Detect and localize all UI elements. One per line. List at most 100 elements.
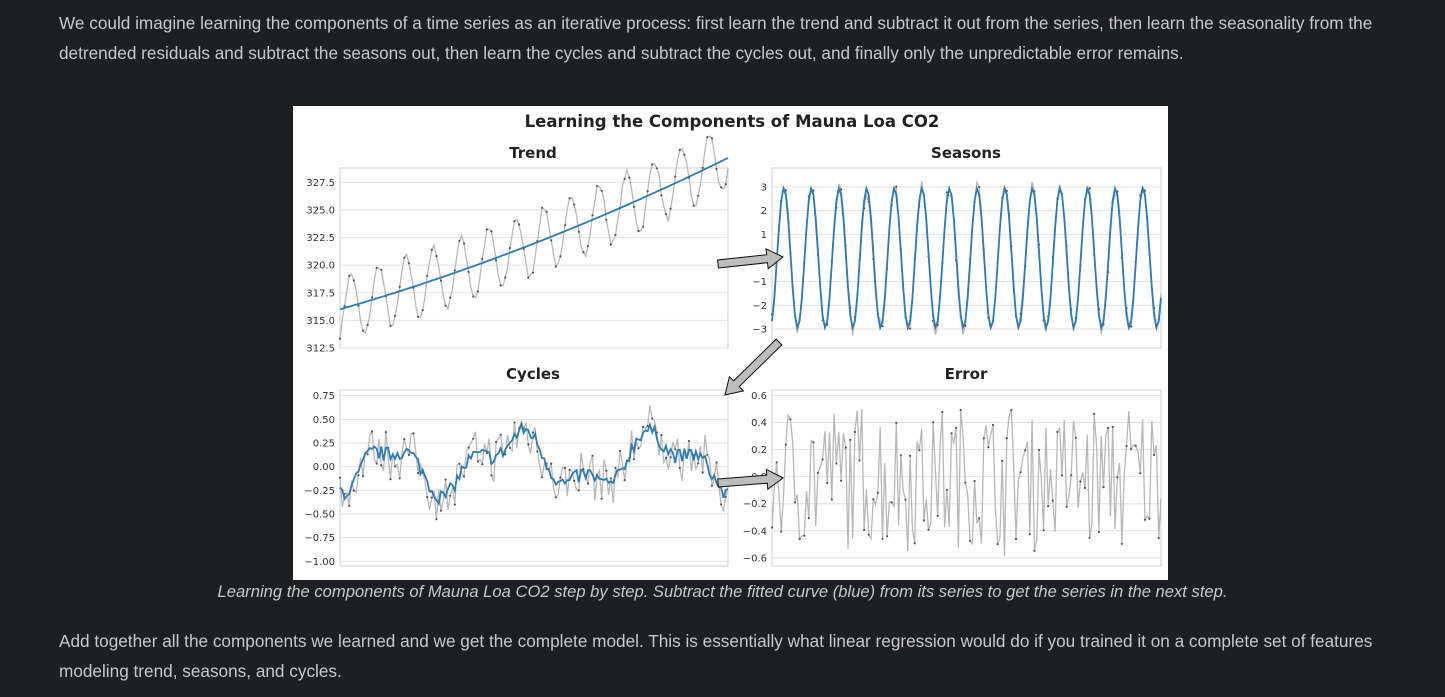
y-tick-label: 0.25 [313,438,335,449]
series-point [913,542,916,545]
outro-paragraph: Add together all the components we learn… [59,631,1373,681]
series-point [978,186,981,189]
series-point [775,461,778,464]
series-point [803,534,806,537]
series-point [628,176,631,179]
series-point [876,491,880,494]
series-point [605,469,608,472]
arrow-cycles-to-error [717,468,784,491]
series-point [495,259,498,262]
series-point [826,481,829,485]
panel-cycles: Cycles −1.00 −0.75 −0.50 −0.25 0.00 0.25 0.50 0.… [304,365,729,568]
y-tick-label: 0.2 [751,445,767,456]
y-tick-label: 0.50 [313,415,335,426]
series-points [770,408,1160,552]
series-point [872,498,875,501]
series-point [950,432,953,435]
series-point [1010,408,1013,412]
series-point [499,433,502,436]
series-point [982,437,985,440]
series-point [853,430,857,434]
series-point [789,418,792,421]
series-point [945,488,949,492]
series-point [1088,536,1091,539]
series-point [472,295,475,298]
series-point [444,304,447,307]
series-point [1056,430,1059,433]
series-point [909,454,912,457]
series-point [1102,486,1105,489]
series-point [508,446,511,449]
series-point [623,177,626,180]
series-point [531,271,534,274]
series-point [922,519,926,522]
figure-caption: Learning the components of Mauna Loa CO2… [217,582,1228,601]
series-point [895,421,898,424]
series-point [1024,449,1027,452]
series-point [481,257,484,260]
series-point [899,454,903,457]
y-tick-label: −1 [752,277,767,288]
series-point [1134,444,1137,447]
series-point [536,450,539,453]
series-point [840,479,843,482]
series-point [596,184,599,188]
series-point [540,206,544,209]
series-point [476,290,479,293]
series-point [605,218,608,221]
panel-title: Error [945,365,988,383]
series-point [706,136,709,139]
series-point [816,471,820,474]
series-point [835,462,838,465]
series-point [453,269,456,272]
series-point [458,462,461,465]
series-point [678,466,681,469]
series-point [453,503,456,506]
y-tick-label: 0.00 [313,462,335,473]
panel-title: Seasons [931,144,1001,162]
series-point [978,517,981,520]
series-point [1005,437,1008,440]
plot-area [339,389,729,567]
series-point [710,484,713,487]
series-point [348,504,351,507]
series-point [651,417,654,420]
series-point [417,315,420,318]
series-point [380,268,383,271]
series-point [669,207,672,210]
series-point [389,324,392,327]
series-point [1074,436,1077,439]
series-point [821,458,824,461]
series-point [655,167,658,170]
figure-title: Learning the Components of Mauna Loa CO2 [525,112,940,131]
y-tick-label: 317.5 [306,288,335,299]
y-tick-label: 315.0 [306,316,335,327]
series-point [830,498,833,501]
series-point [867,533,870,536]
series-point [881,325,884,328]
series-point [568,197,571,200]
series-point [1093,412,1096,415]
arrow-seasons-to-cycles [724,338,783,396]
series-point [909,327,912,330]
series-point [352,489,355,492]
series-point [849,438,852,441]
series-point [371,430,374,433]
y-tick-label: 325.0 [306,205,335,216]
series-point [890,501,893,504]
series-point [715,461,718,464]
series-point [784,443,787,446]
series-point [559,255,562,258]
series-point [518,223,521,226]
series-point [421,309,424,312]
series-point [642,425,645,429]
series-point [394,465,397,468]
series-point [812,441,815,444]
series-point [495,440,498,443]
series-point [577,230,580,233]
series-point [527,443,530,446]
series-point [462,475,466,478]
series-point [407,453,410,456]
fitted-curve [771,184,1162,332]
series-point [568,468,571,471]
